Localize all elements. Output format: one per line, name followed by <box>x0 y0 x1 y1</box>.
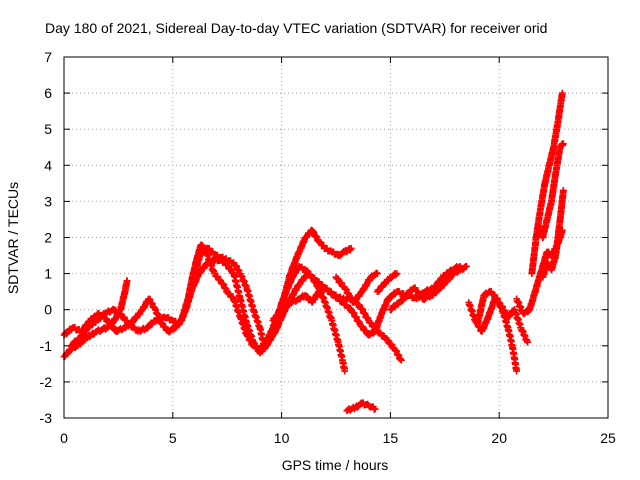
data-point <box>393 270 401 277</box>
chart-title: Day 180 of 2021, Sidereal Day-to-day VTE… <box>45 20 547 36</box>
y-axis-label: SDTVAR / TECUs <box>5 182 21 294</box>
series-7 <box>373 270 401 296</box>
y-tick-label: 6 <box>44 85 52 101</box>
data-marks <box>60 89 567 415</box>
y-tick-label: -2 <box>40 374 53 390</box>
y-tick-label: -1 <box>40 338 53 354</box>
y-tick-label: 7 <box>44 49 52 65</box>
y-tick-label: 5 <box>44 121 52 137</box>
tick-labels: 0 5 10 15 20 25 -3 -2 -1 0 1 2 3 4 5 6 7 <box>40 49 616 446</box>
data-point <box>341 367 349 375</box>
x-tick-label: 10 <box>274 430 290 446</box>
series-14 <box>534 140 567 241</box>
x-tick-label: 0 <box>60 430 68 446</box>
y-tick-label: 1 <box>44 266 52 282</box>
series-5 <box>269 262 470 339</box>
series-8 <box>387 262 464 314</box>
series-15 <box>539 187 567 281</box>
series-11 <box>474 287 521 375</box>
x-tick-label: 25 <box>600 430 616 446</box>
data-point <box>559 140 567 148</box>
grid-lines <box>64 57 608 418</box>
data-point <box>558 89 566 97</box>
data-point <box>123 277 131 285</box>
series-2 <box>60 241 349 375</box>
data-point <box>397 356 405 364</box>
x-tick-label: 15 <box>383 430 399 446</box>
data-point <box>371 405 379 413</box>
y-tick-label: -3 <box>40 410 53 426</box>
data-point <box>513 367 521 375</box>
x-axis-label: GPS time / hours <box>282 457 389 473</box>
y-tick-label: 0 <box>44 302 52 318</box>
series-9 <box>343 399 379 415</box>
plot-frame <box>63 56 609 419</box>
data-point <box>456 262 464 270</box>
data-point <box>559 187 567 194</box>
y-tick-label: 4 <box>44 157 52 173</box>
data-point <box>524 338 531 346</box>
x-tick-label: 20 <box>491 430 507 446</box>
x-tick-label: 5 <box>169 430 177 446</box>
series-13 <box>528 89 566 277</box>
data-point <box>373 270 381 277</box>
data-point <box>347 244 355 252</box>
y-tick-label: 3 <box>44 193 52 209</box>
series-6 <box>332 269 381 306</box>
y-tick-label: 2 <box>44 230 52 246</box>
series-1 <box>60 277 131 361</box>
data-point <box>463 262 470 270</box>
